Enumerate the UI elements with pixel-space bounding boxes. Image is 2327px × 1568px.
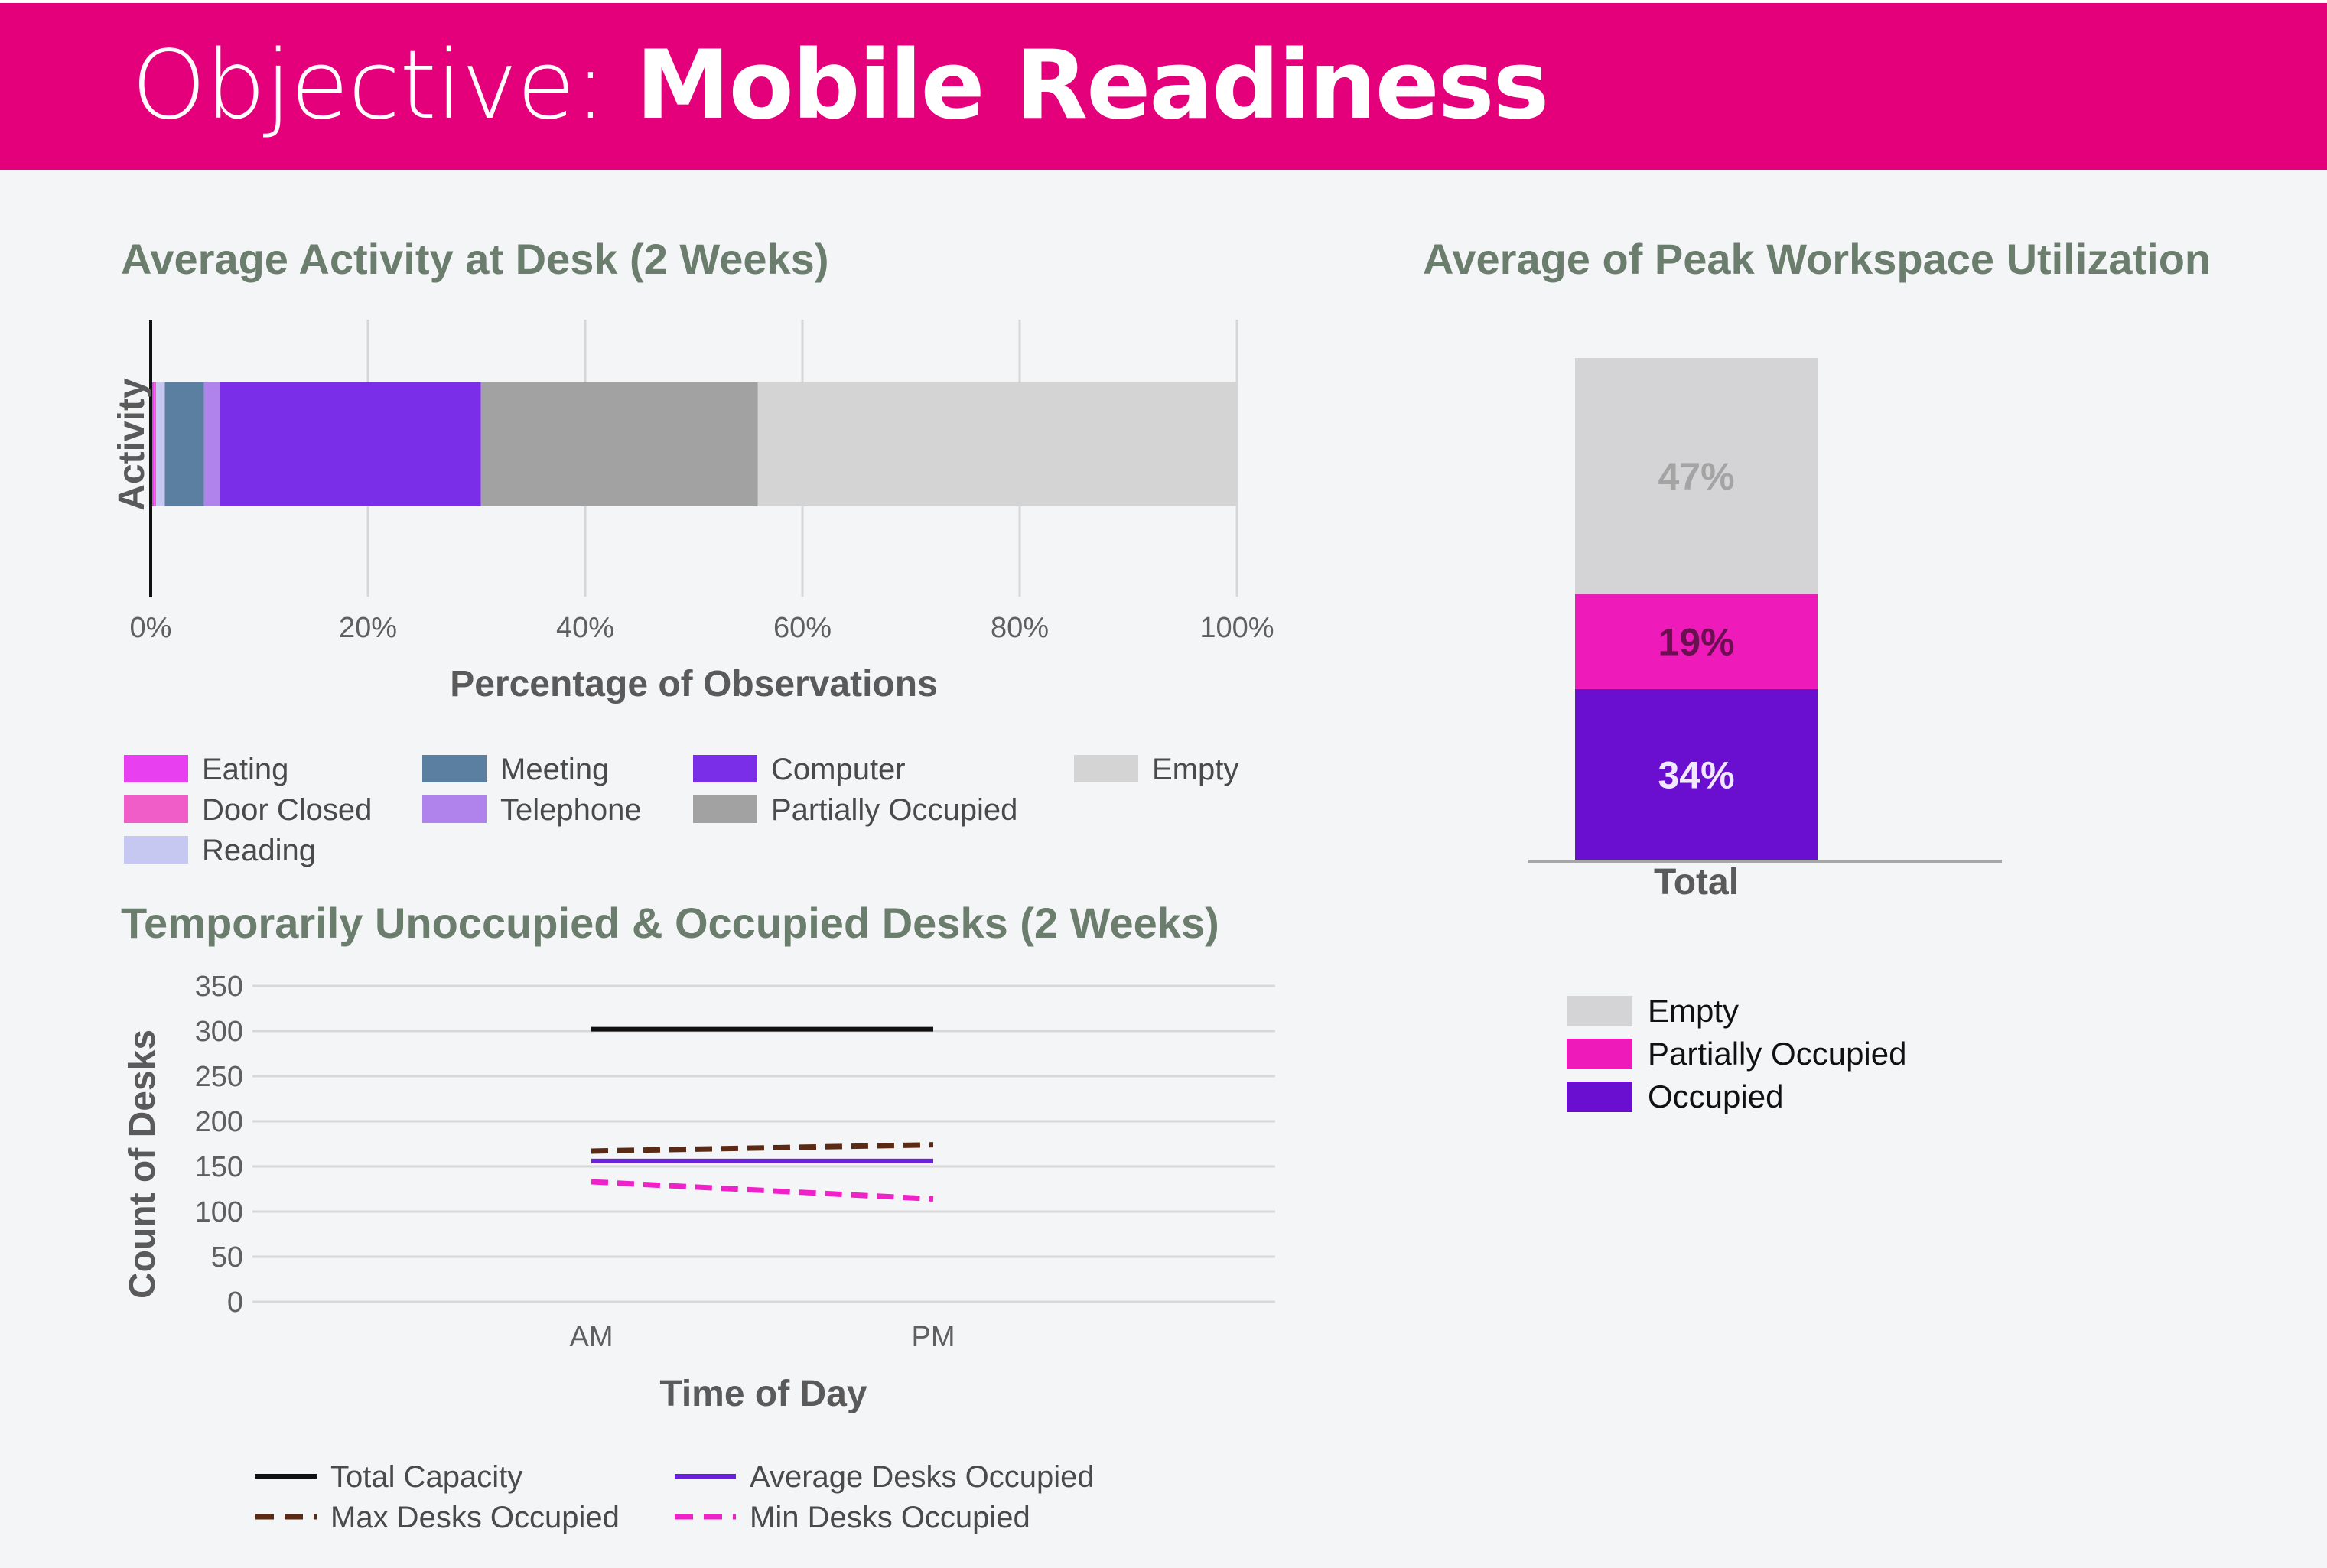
x-tick-label: 0% [130, 612, 172, 644]
legend-label-max-desks-occupied: Max Desks Occupied [330, 1501, 620, 1534]
legend-label-partially-occupied: Partially Occupied [1648, 1036, 1906, 1072]
bar-segment-empty [1575, 358, 1818, 594]
x-tick-label: 60% [773, 612, 832, 644]
bar-segment-reading [156, 382, 165, 506]
x-tick-label: 80% [991, 612, 1049, 644]
bar-segment-partially-occupied [1575, 594, 1818, 689]
legend-label-computer: Computer [771, 753, 906, 786]
legend-label-average-desks-occupied: Average Desks Occupied [750, 1460, 1095, 1494]
bar-segment-telephone [203, 382, 220, 506]
page-title: Objective: Mobile Readiness [132, 24, 1549, 147]
utilization-chart-title: Average of Peak Workspace Utilization [1423, 235, 2211, 283]
legend-swatch-partially-occupied [693, 795, 757, 823]
bar-segment-door-closed [154, 382, 157, 506]
legend-swatch-eating [124, 755, 188, 782]
title-prefix: Objective: [132, 31, 607, 141]
legend-label-empty: Empty [1648, 993, 1739, 1029]
desks-chart-title: Temporarily Unoccupied & Occupied Desks … [121, 899, 1219, 947]
legend-label-occupied: Occupied [1648, 1078, 1783, 1114]
x-tick-label: 20% [339, 612, 397, 644]
x-tick-label: 100% [1199, 612, 1274, 644]
x-tick-label: PM [912, 1321, 955, 1353]
bar-segment-empty [757, 382, 1237, 506]
legend-swatch-partially-occupied [1567, 1039, 1632, 1069]
data-label-empty: 47% [1658, 455, 1734, 498]
y-tick-label: 100 [195, 1196, 243, 1228]
y-tick-label: 300 [195, 1016, 243, 1048]
legend-label-reading: Reading [202, 834, 316, 867]
legend-swatch-empty [1567, 996, 1632, 1026]
bar-segment-partially-occupied [480, 382, 758, 506]
y-tick-label: 250 [195, 1061, 243, 1093]
legend-label-empty: Empty [1152, 753, 1238, 786]
legend-label-total-capacity: Total Capacity [330, 1460, 522, 1494]
title-main: Mobile Readiness [636, 31, 1549, 141]
bar-segment-meeting [164, 382, 204, 506]
legend-swatch-empty [1074, 755, 1138, 782]
legend-swatch-computer [693, 755, 757, 782]
x-tick-label: 40% [556, 612, 614, 644]
legend-swatch-occupied [1567, 1082, 1632, 1112]
legend-label-door-closed: Door Closed [202, 793, 372, 827]
legend-swatch-telephone [422, 795, 487, 823]
bar-segment-computer [220, 382, 481, 506]
y-tick-label: 200 [195, 1106, 243, 1138]
x-tick-label: Total [1654, 862, 1739, 903]
y-axis-title: Activity [112, 378, 152, 511]
page-header: Objective: Mobile Readiness [0, 0, 2327, 170]
bar-segment-eating [151, 382, 155, 506]
bar-segment-occupied [1575, 688, 1818, 860]
y-tick-label: 50 [211, 1241, 243, 1274]
series-line-max-desks-occupied [591, 1142, 934, 1154]
y-tick-label: 150 [195, 1151, 243, 1183]
y-tick-label: 0 [227, 1287, 243, 1319]
x-axis-title: Percentage of Observations [450, 664, 938, 704]
x-tick-label: AM [570, 1321, 613, 1353]
legend-label-telephone: Telephone [500, 793, 642, 827]
data-label-occupied: 34% [1658, 753, 1734, 796]
activity-chart-title: Average Activity at Desk (2 Weeks) [121, 235, 829, 283]
legend-label-partially-occupied: Partially Occupied [771, 793, 1017, 827]
x-axis-title: Time of Day [659, 1374, 867, 1414]
data-label-partially-occupied: 19% [1658, 621, 1734, 664]
legend-swatch-meeting [422, 755, 487, 782]
legend-swatch-reading [124, 836, 188, 864]
series-line-min-desks-occupied [591, 1179, 934, 1202]
y-axis-title: Count of Desks [122, 1030, 163, 1299]
y-tick-label: 350 [195, 971, 243, 1003]
legend-label-min-desks-occupied: Min Desks Occupied [750, 1501, 1030, 1534]
legend-label-eating: Eating [202, 753, 288, 786]
legend-swatch-door-closed [124, 795, 188, 823]
legend-label-meeting: Meeting [500, 753, 609, 786]
